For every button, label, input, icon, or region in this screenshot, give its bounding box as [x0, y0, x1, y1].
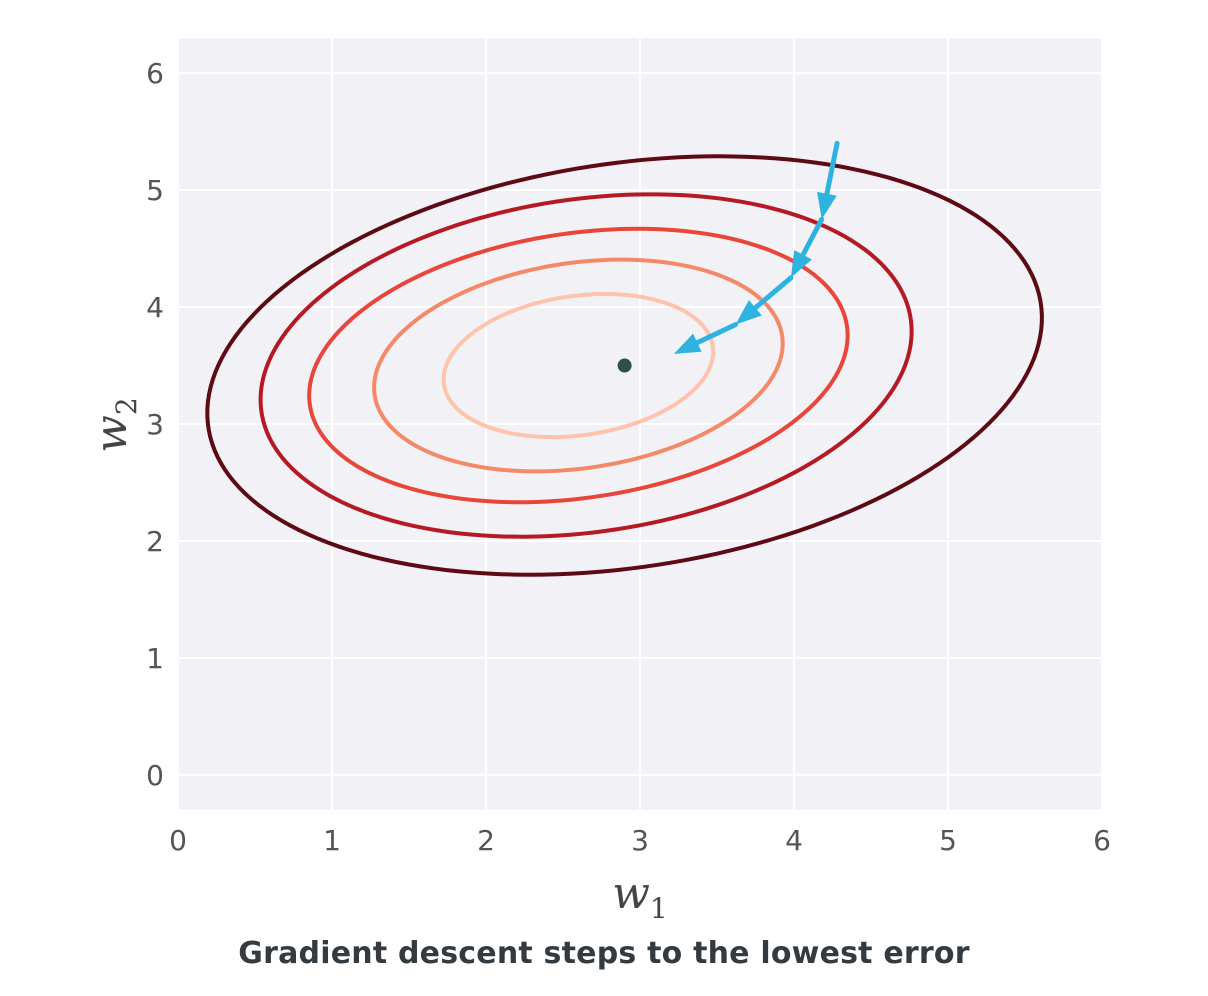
x-tick-label: 4: [785, 824, 803, 857]
descent-step-line: [824, 140, 840, 197]
x-tick-label: 2: [477, 824, 495, 857]
contour-chart: 0 1 2 3 4 5 6 0 1 2 3 4 5 6 w1 w2: [86, 38, 1111, 925]
x-tick-label: 0: [169, 824, 187, 857]
contour-lines: [205, 154, 1044, 577]
contour-level-1: [441, 291, 716, 440]
descent-step-line: [800, 216, 825, 258]
y-tick-label: 5: [146, 174, 164, 207]
figure-caption: Gradient descent steps to the lowest err…: [238, 936, 970, 971]
descent-step-line: [752, 275, 794, 311]
contour-level-2: [372, 257, 785, 474]
x-tick-label: 6: [1093, 824, 1111, 857]
minimum-marker: [617, 358, 632, 373]
x-tick-label: 1: [323, 824, 341, 857]
y-tick-label: 4: [146, 291, 164, 324]
y-tick-label: 3: [146, 408, 164, 441]
descent-step-arrowhead: [817, 191, 837, 220]
descent-step-arrowhead: [673, 333, 702, 354]
contour-level-3: [307, 226, 850, 505]
x-axis-label: w1: [612, 868, 668, 925]
minimum-point: [617, 358, 632, 373]
y-tick-label: 1: [146, 642, 164, 675]
y-tick-label: 6: [146, 57, 164, 90]
y-tick-label: 0: [146, 759, 164, 792]
descent-step-arrowhead: [735, 300, 762, 325]
y-tick-label: 2: [146, 525, 164, 558]
contour-level-5: [205, 154, 1044, 577]
y-axis-label: w2: [86, 397, 143, 453]
y-tick-labels: 0 1 2 3 4 5 6: [146, 57, 164, 792]
x-tick-label: 3: [631, 824, 649, 857]
contour-level-4: [258, 192, 914, 539]
x-tick-label: 5: [939, 824, 957, 857]
descent-step-line: [694, 322, 738, 346]
x-tick-labels: 0 1 2 3 4 5 6: [169, 824, 1111, 857]
descent-step-arrowhead: [790, 250, 812, 278]
descent-path: [673, 140, 840, 354]
